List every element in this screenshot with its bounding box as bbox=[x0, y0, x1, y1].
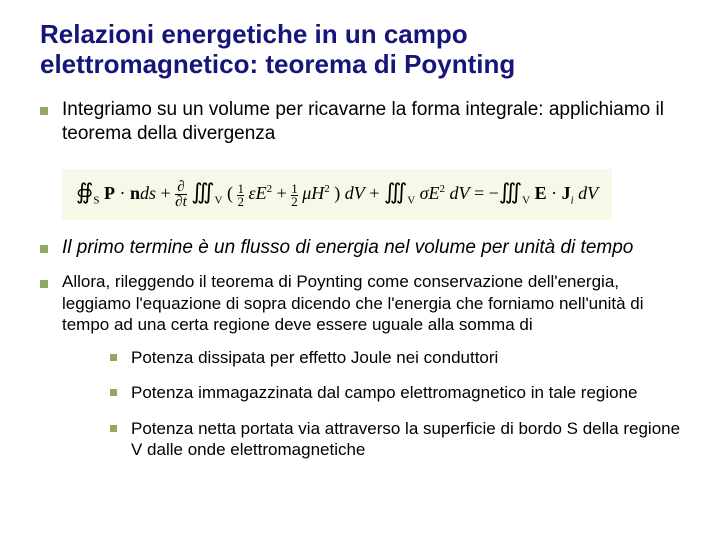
bullet-item-2: Il primo termine è un flusso di energia … bbox=[40, 236, 690, 260]
square-bullet-icon bbox=[40, 107, 48, 115]
square-bullet-icon bbox=[110, 354, 117, 361]
square-bullet-icon bbox=[40, 280, 48, 288]
poynting-formula: ∯S P · nds + ∂∂t ∭V ( 12 εE2 + 12 μH2 ) … bbox=[62, 169, 612, 219]
sub-bullet-item-3: Potenza netta portata via attraverso la … bbox=[110, 418, 690, 461]
sub-bullet-text-1: Potenza dissipata per effetto Joule nei … bbox=[131, 347, 498, 368]
sub-bullet-item-1: Potenza dissipata per effetto Joule nei … bbox=[110, 347, 690, 368]
square-bullet-icon bbox=[110, 425, 117, 432]
square-bullet-icon bbox=[110, 389, 117, 396]
square-bullet-icon bbox=[40, 245, 48, 253]
sub-bullet-text-3: Potenza netta portata via attraverso la … bbox=[131, 418, 690, 461]
bullet-text-1: Integriamo su un volume per ricavarne la… bbox=[62, 98, 690, 146]
bullet-item-3: Allora, rileggendo il teorema di Poyntin… bbox=[40, 271, 690, 335]
bullet-item-1: Integriamo su un volume per ricavarne la… bbox=[40, 98, 690, 146]
bullet-text-2: Il primo termine è un flusso di energia … bbox=[62, 236, 633, 260]
slide-title: Relazioni energetiche in un campo elettr… bbox=[40, 20, 690, 80]
sub-bullet-text-2: Potenza immagazzinata dal campo elettrom… bbox=[131, 382, 638, 403]
sub-bullet-item-2: Potenza immagazzinata dal campo elettrom… bbox=[110, 382, 690, 403]
bullet-text-3: Allora, rileggendo il teorema di Poyntin… bbox=[62, 271, 690, 335]
